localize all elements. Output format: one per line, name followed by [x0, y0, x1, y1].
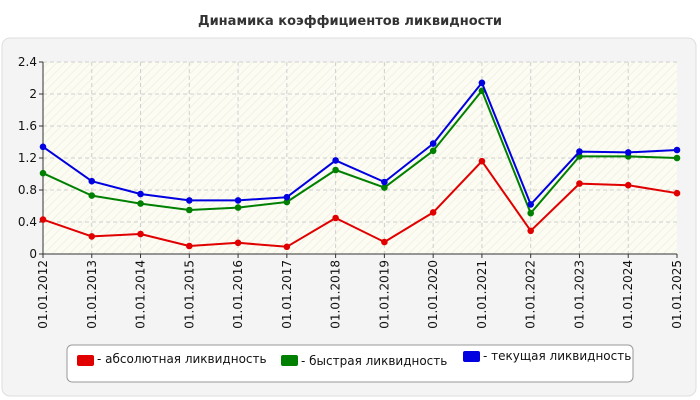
data-point	[527, 209, 534, 217]
legend-swatch	[281, 355, 298, 366]
data-point	[527, 227, 534, 235]
data-point	[332, 166, 339, 174]
x-tick-label: 01.01.2023	[572, 260, 586, 329]
y-tick-label: 2	[29, 87, 37, 101]
x-tick-label: 01.01.2019	[377, 260, 391, 329]
x-tick-label: 01.01.2024	[621, 260, 635, 329]
legend-label: - абсолютная ликвидность	[97, 352, 267, 366]
data-point	[137, 230, 144, 238]
x-tick-label: 01.01.2016	[231, 260, 245, 329]
data-point	[381, 238, 388, 246]
data-point	[478, 157, 486, 165]
x-tick-label: 01.01.2015	[182, 260, 196, 329]
data-point	[624, 149, 632, 156]
data-point	[576, 180, 583, 187]
data-point	[137, 200, 144, 207]
legend-label: - быстрая ликвидность	[301, 354, 447, 368]
data-point	[381, 184, 388, 191]
y-tick-label: 1.2	[18, 151, 37, 165]
chart-title: Динамика коэффициентов ликвидности	[198, 14, 502, 29]
data-point	[673, 146, 681, 154]
data-point	[39, 169, 47, 177]
grid-layer	[43, 61, 677, 254]
legend-box	[66, 344, 634, 383]
axis-layer: 0 0.4 0.8 1.2 1.6 2 2.4 01.01.2012 01.01.2013 01.…	[18, 55, 684, 329]
data-point	[283, 198, 291, 206]
legend: - абсолютная ликвидность - быстрая ликвид…	[66, 344, 634, 383]
data-point	[39, 216, 47, 223]
data-point	[429, 209, 437, 216]
y-tick-label: 0.4	[18, 215, 37, 229]
x-tick-label: 01.01.2025	[670, 260, 684, 329]
legend-label: - текущая ликвидность	[483, 349, 631, 363]
data-point	[234, 239, 242, 247]
x-tick-label: 01.01.2012	[36, 260, 50, 329]
legend-swatch	[77, 355, 94, 366]
data-point	[332, 214, 339, 222]
data-point	[576, 148, 583, 155]
data-point	[381, 178, 388, 186]
y-tick-label: 1.6	[18, 119, 37, 133]
y-tick-label: 2.4	[18, 55, 37, 69]
series-line-1	[42, 89, 678, 215]
x-tick-label: 01.01.2021	[475, 260, 489, 329]
data-point	[429, 140, 437, 147]
data-point	[673, 189, 681, 197]
y-tick-label: 0.8	[18, 183, 37, 197]
data-point	[283, 243, 291, 251]
data-point	[137, 190, 144, 198]
x-tick-label: 01.01.2018	[329, 260, 343, 329]
data-point	[186, 242, 193, 250]
x-tick-label: 01.01.2022	[524, 260, 538, 329]
data-point	[673, 154, 681, 162]
data-point	[234, 197, 242, 204]
data-point	[478, 79, 486, 87]
data-point	[234, 204, 242, 211]
data-point	[283, 193, 291, 201]
data-point	[186, 197, 193, 204]
data-point	[88, 177, 96, 185]
data-point	[429, 147, 437, 155]
series-line-0	[42, 160, 678, 248]
legend-swatch	[463, 351, 480, 362]
data-point	[332, 157, 339, 164]
data-point	[186, 206, 193, 214]
series-layer	[39, 79, 681, 251]
x-tick-label: 01.01.2013	[85, 260, 99, 329]
data-point	[88, 192, 96, 199]
series-line-2	[42, 81, 678, 206]
x-tick-label: 01.01.2020	[426, 260, 440, 329]
data-point	[527, 201, 534, 208]
data-point	[39, 143, 47, 151]
y-tick-label: 0	[29, 247, 37, 261]
data-point	[624, 181, 632, 189]
x-tick-label: 01.01.2017	[280, 260, 294, 329]
x-tick-label: 01.01.2014	[134, 260, 148, 329]
data-point	[88, 233, 96, 240]
